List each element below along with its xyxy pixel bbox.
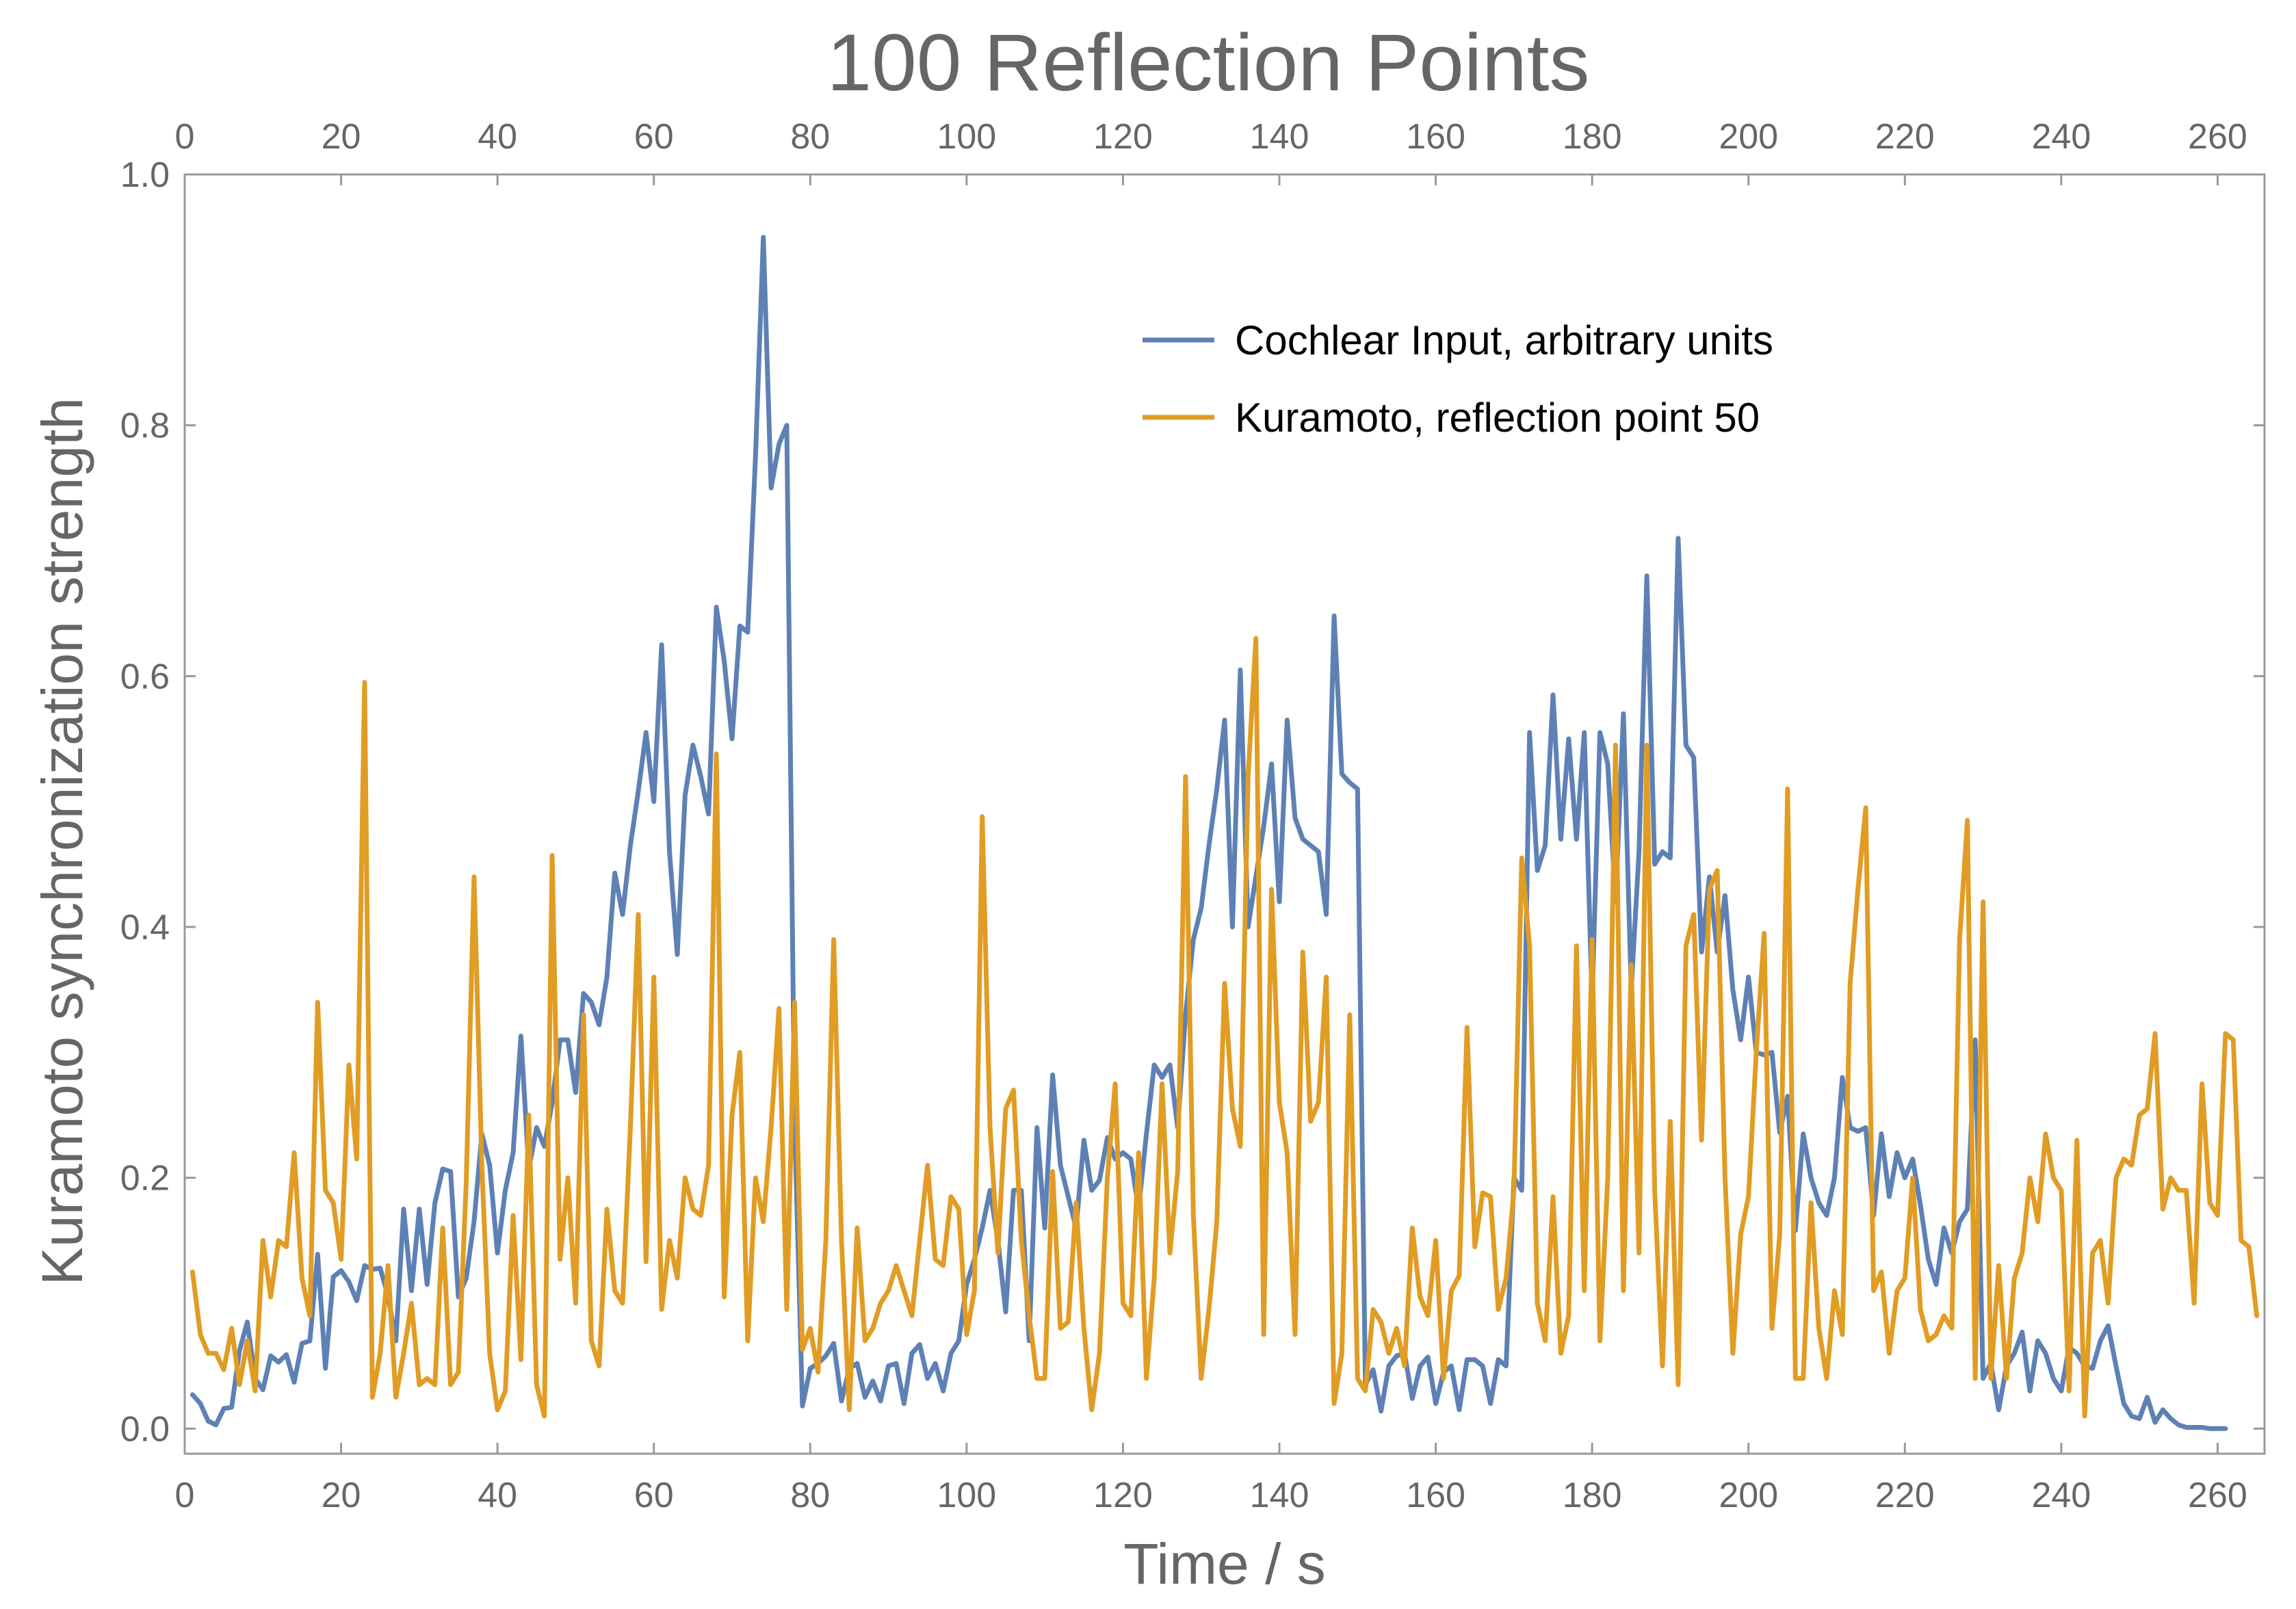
x-tick-label-top-100: 100: [937, 117, 996, 157]
x-tick-label-bottom-220: 220: [1875, 1476, 1935, 1515]
x-axis-title: Time / s: [1123, 1532, 1326, 1596]
x-tick-label-bottom-200: 200: [1719, 1476, 1778, 1515]
x-tick-label-top-260: 260: [2188, 117, 2247, 157]
y-axis-title: Kuramoto synchronization strength: [30, 397, 94, 1285]
x-tick-label-top-40: 40: [478, 117, 517, 157]
x-tick-label-top-240: 240: [2031, 117, 2091, 157]
series-layer: [190, 235, 2260, 1431]
x-tick-label-bottom-40: 40: [478, 1476, 517, 1515]
x-tick-label-top-0: 0: [175, 117, 195, 157]
x-tick-label-bottom-240: 240: [2031, 1476, 2091, 1515]
x-tick-label-bottom-260: 260: [2188, 1476, 2247, 1515]
y-tick-label-0.2: 0.2: [120, 1159, 170, 1199]
x-tick-label-top-60: 60: [634, 117, 674, 157]
y-tick-label-0: 0.0: [120, 1409, 170, 1449]
chart-title: 100 Reflection Points: [826, 18, 1589, 108]
x-tick-label-top-20: 20: [322, 117, 361, 157]
x-tick-label-top-80: 80: [790, 117, 830, 157]
plot-frame: [183, 173, 2266, 1455]
y-tick-label-1: 1.0: [120, 155, 170, 195]
x-tick-label-top-200: 200: [1719, 117, 1778, 157]
legend: Cochlear Input, arbitrary units Kuramoto…: [1143, 317, 1773, 441]
y-tick-label-0.6: 0.6: [120, 657, 170, 696]
x-tick-label-bottom-20: 20: [322, 1476, 361, 1515]
x-tick-label-bottom-120: 120: [1093, 1476, 1153, 1515]
x-tick-label-top-220: 220: [1875, 117, 1935, 157]
x-tick-label-top-180: 180: [1563, 117, 1622, 157]
y-tick-label-0.4: 0.4: [120, 908, 170, 947]
x-tick-label-top-160: 160: [1406, 117, 1465, 157]
x-tick-label-bottom-180: 180: [1563, 1476, 1622, 1515]
ticks-layer: 0 0 20 20 40 40 60 60 80 80 100 100 120 120 140 140 160 1…: [120, 117, 2265, 1515]
x-tick-label-top-120: 120: [1093, 117, 1153, 157]
x-tick-label-bottom-60: 60: [634, 1476, 674, 1515]
x-tick-label-top-140: 140: [1250, 117, 1309, 157]
x-tick-label-bottom-80: 80: [790, 1476, 830, 1515]
legend-label-kuramoto: Kuramoto, reflection point 50: [1235, 395, 1760, 441]
series-line-kuramoto: [190, 636, 2260, 1419]
legend-label-cochlear-input: Cochlear Input, arbitrary units: [1235, 317, 1773, 363]
x-tick-label-bottom-100: 100: [937, 1476, 996, 1515]
x-tick-label-bottom-0: 0: [175, 1476, 195, 1515]
y-tick-label-0.8: 0.8: [120, 406, 170, 446]
x-tick-label-bottom-160: 160: [1406, 1476, 1465, 1515]
x-tick-label-bottom-140: 140: [1250, 1476, 1309, 1515]
